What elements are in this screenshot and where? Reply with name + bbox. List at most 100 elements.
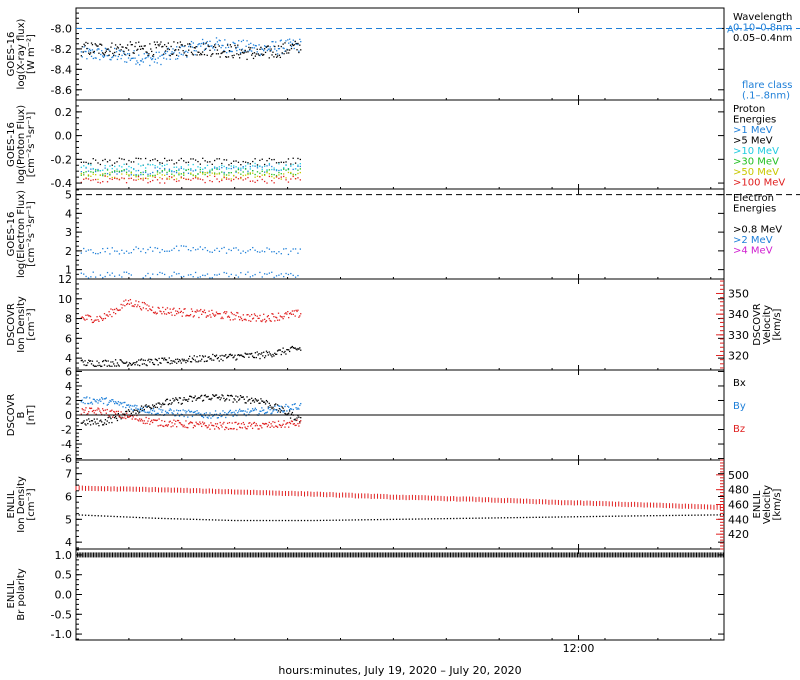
data-point	[256, 51, 258, 53]
data-point	[132, 516, 134, 518]
data-point	[162, 552, 164, 558]
data-point	[276, 353, 278, 355]
data-point	[415, 495, 417, 501]
data-point	[230, 180, 232, 182]
data-point	[112, 56, 114, 58]
data-point	[168, 403, 170, 405]
data-point	[260, 53, 262, 55]
data-point	[139, 64, 141, 66]
data-point	[225, 272, 228, 274]
data-point	[267, 45, 269, 47]
data-point	[205, 552, 207, 558]
data-point	[135, 552, 137, 558]
data-point	[165, 424, 168, 426]
data-point	[96, 316, 98, 318]
data-point	[432, 552, 434, 558]
data-point	[357, 519, 360, 521]
data-point	[95, 57, 97, 59]
data-point	[139, 308, 142, 310]
data-point	[596, 501, 598, 507]
data-point	[218, 172, 221, 174]
y-axis-label: [cm⁻³]	[26, 308, 37, 340]
data-point	[224, 489, 226, 495]
data-point	[185, 50, 187, 52]
data-point	[164, 400, 167, 402]
data-point	[176, 54, 178, 56]
data-point	[187, 274, 190, 276]
series-0-05-0-4nm	[80, 40, 302, 61]
data-point	[180, 310, 182, 313]
data-point	[151, 421, 154, 424]
data-point	[105, 360, 107, 362]
data-point	[139, 359, 142, 361]
data-point	[89, 52, 92, 54]
data-point	[218, 39, 220, 41]
data-point	[262, 552, 264, 558]
data-point	[715, 552, 717, 558]
data-point	[296, 408, 298, 410]
data-point	[225, 399, 227, 401]
data-point	[87, 175, 90, 177]
data-point	[488, 552, 490, 558]
data-point	[338, 552, 340, 558]
data-point	[228, 178, 230, 180]
data-point	[221, 519, 223, 521]
data-point	[229, 44, 232, 46]
data-point	[611, 501, 613, 507]
data-point	[119, 552, 121, 558]
data-point	[503, 552, 505, 558]
data-point	[166, 307, 169, 309]
data-point	[250, 410, 252, 412]
data-point	[116, 309, 119, 311]
data-point	[135, 179, 137, 181]
data-point	[199, 171, 202, 174]
data-point	[266, 169, 268, 171]
data-point	[147, 359, 149, 362]
data-point	[202, 171, 204, 173]
data-point	[125, 362, 127, 364]
data-point	[277, 312, 280, 314]
data-point	[298, 348, 300, 350]
data-point	[251, 408, 254, 410]
data-point	[91, 49, 94, 51]
data-point	[262, 355, 264, 357]
data-point	[395, 518, 398, 520]
data-point	[254, 173, 256, 176]
data-point	[329, 519, 331, 521]
data-point	[185, 245, 187, 248]
data-point	[83, 165, 85, 167]
data-point	[200, 360, 202, 362]
data-point	[196, 398, 198, 400]
data-point	[156, 166, 159, 168]
data-point	[147, 175, 149, 177]
data-point	[197, 310, 199, 312]
data-point	[263, 318, 266, 320]
data-point	[567, 516, 569, 518]
data-point	[216, 178, 218, 180]
data-point	[229, 395, 232, 397]
data-point	[109, 165, 111, 167]
data-point	[155, 413, 157, 415]
data-point	[144, 45, 146, 47]
legend-entry: >2 MeV	[733, 235, 773, 246]
data-point	[206, 360, 208, 362]
data-point	[296, 349, 298, 351]
data-point	[675, 503, 677, 509]
data-point	[135, 174, 137, 176]
right-y-axis-label: [km/s]	[772, 488, 783, 520]
data-point	[116, 168, 118, 170]
data-point	[235, 314, 237, 317]
data-point	[584, 552, 586, 558]
data-point	[513, 498, 515, 504]
data-point	[247, 50, 249, 52]
data-point	[245, 552, 247, 558]
data-point	[226, 413, 228, 415]
x-tick-label: 12:00	[563, 642, 595, 655]
data-point	[181, 424, 183, 426]
data-point	[237, 489, 239, 495]
data-point	[114, 401, 117, 403]
data-point	[180, 166, 182, 168]
data-point	[691, 552, 693, 558]
data-point	[297, 252, 299, 254]
data-point	[126, 415, 129, 417]
